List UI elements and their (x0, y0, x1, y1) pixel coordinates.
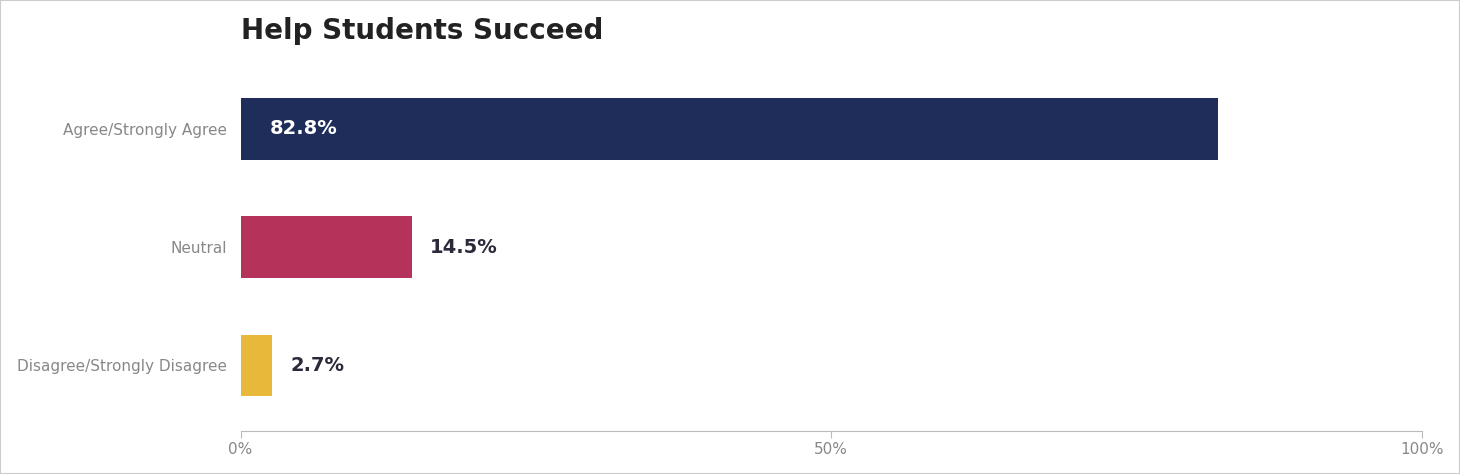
Bar (241, 98, 1219, 160)
Text: 82.8%: 82.8% (270, 119, 337, 138)
Text: 14.5%: 14.5% (429, 237, 498, 256)
Bar (241, 216, 412, 278)
Text: 2.7%: 2.7% (291, 356, 345, 375)
Bar (241, 335, 273, 396)
Text: Help Students Succeed: Help Students Succeed (241, 17, 603, 45)
